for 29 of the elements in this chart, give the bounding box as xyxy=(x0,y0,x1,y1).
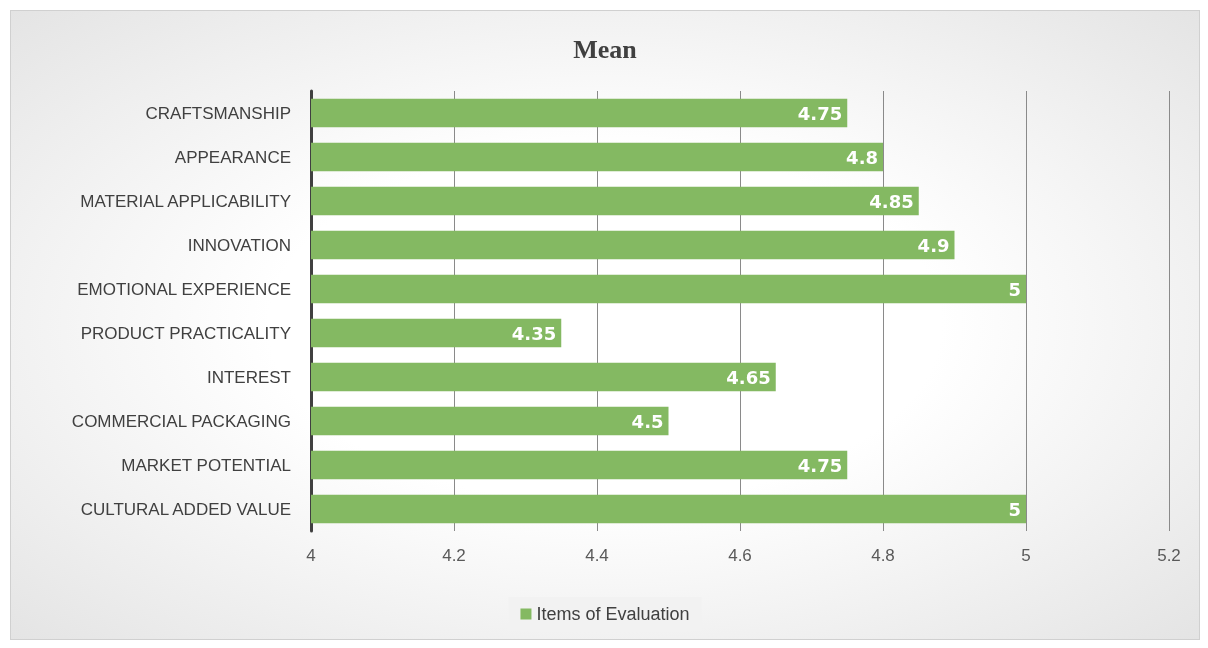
x-tick-label: 4.8 xyxy=(871,546,895,565)
x-tick-label: 5.2 xyxy=(1157,546,1181,565)
y-tick-label: MARKET POTENTIAL xyxy=(121,455,291,475)
y-tick-label: PRODUCT PRACTICALITY xyxy=(80,323,291,343)
data-label: 4.85 xyxy=(869,190,914,212)
chart-title: Mean xyxy=(573,34,638,64)
y-tick-label: APPEARANCE xyxy=(174,147,291,167)
data-label: 4.9 xyxy=(917,234,950,256)
data-label: 4.75 xyxy=(797,454,843,476)
data-label: 4.5 xyxy=(631,410,664,432)
y-tick-label: CULTURAL ADDED VALUE xyxy=(80,499,291,519)
x-tick-label: 4.2 xyxy=(442,546,466,565)
y-tick-label: INTEREST xyxy=(206,367,291,387)
x-tick-label: 4 xyxy=(306,546,316,565)
y-tick-label: INNOVATION xyxy=(187,235,291,255)
x-tick-label: 4.6 xyxy=(728,546,752,565)
legend-label: Items of Evaluation xyxy=(536,604,690,624)
y-tick-label: MATERIAL APPLICABILITY xyxy=(80,191,291,211)
data-label: 4.75 xyxy=(797,102,843,124)
x-tick-label: 4.4 xyxy=(585,546,609,565)
x-tick-label: 5 xyxy=(1021,546,1031,565)
data-label: 4.35 xyxy=(511,322,557,344)
data-label: 5 xyxy=(1008,278,1021,300)
y-tick-label: EMOTIONAL EXPERIENCE xyxy=(77,279,291,299)
y-tick-label: COMMERCIAL PACKAGING xyxy=(71,411,291,431)
data-label: 4.8 xyxy=(846,146,878,168)
y-tick-label: CRAFTSMANSHIP xyxy=(145,103,291,123)
data-label: 4.65 xyxy=(726,366,771,388)
data-label: 5 xyxy=(1008,498,1021,520)
